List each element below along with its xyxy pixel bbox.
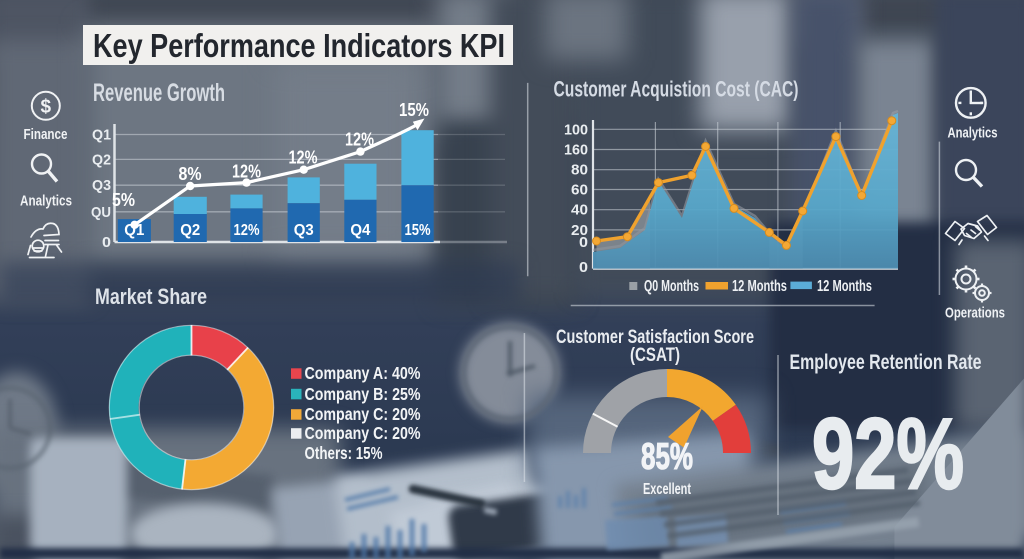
svg-text:Analytics: Analytics <box>20 193 72 210</box>
svg-text:12%: 12% <box>289 148 318 168</box>
svg-text:12 Months: 12 Months <box>732 278 787 295</box>
svg-text:Q2: Q2 <box>92 151 111 168</box>
svg-text:Q4: Q4 <box>350 222 370 239</box>
svg-text:12%: 12% <box>345 130 374 150</box>
svg-text:15%: 15% <box>405 222 431 239</box>
svg-text:20: 20 <box>571 223 588 239</box>
svg-text:Q1: Q1 <box>92 127 111 144</box>
svg-text:Employee Retention Rate: Employee Retention Rate <box>790 351 982 374</box>
svg-text:Q3: Q3 <box>294 222 314 239</box>
svg-text:Operations: Operations <box>945 305 1005 322</box>
svg-text:Customer Satisfaction Score: Customer Satisfaction Score <box>556 326 754 348</box>
svg-text:12%: 12% <box>232 162 261 182</box>
svg-text:92%: 92% <box>812 398 964 510</box>
svg-text:100: 100 <box>564 122 588 138</box>
svg-text:8%: 8% <box>179 164 202 184</box>
svg-text:Company B: 25%: Company B: 25% <box>305 384 421 404</box>
svg-text:60: 60 <box>571 183 588 199</box>
svg-text:80: 80 <box>571 163 588 179</box>
svg-text:12%: 12% <box>234 222 260 239</box>
svg-text:40: 40 <box>571 203 588 219</box>
svg-text:QU: QU <box>91 204 111 221</box>
svg-text:Finance: Finance <box>24 126 68 143</box>
svg-text:Analytics: Analytics <box>948 125 998 142</box>
svg-text:$: $ <box>41 97 52 118</box>
svg-text:Company C: 20%: Company C: 20% <box>305 404 421 424</box>
svg-text:160: 160 <box>564 143 588 159</box>
svg-text:Q2: Q2 <box>180 222 200 239</box>
svg-text:Others: 15%: Others: 15% <box>305 443 383 463</box>
svg-text:Q0 Months: Q0 Months <box>644 278 699 295</box>
svg-text:Revenue Growth: Revenue Growth <box>93 79 225 107</box>
svg-text:Q1: Q1 <box>124 222 144 239</box>
svg-text:Key Performance Indicators KPI: Key Performance Indicators KPI <box>93 27 505 64</box>
svg-text:15%: 15% <box>399 100 429 120</box>
svg-text:5%: 5% <box>112 190 135 210</box>
svg-text:Company C: 20%: Company C: 20% <box>305 423 421 443</box>
svg-text:0: 0 <box>102 234 111 251</box>
svg-text:12 Months: 12 Months <box>817 278 872 295</box>
svg-text:0: 0 <box>579 260 588 276</box>
svg-text:Excellent: Excellent <box>643 481 691 498</box>
svg-text:0: 0 <box>579 235 588 251</box>
svg-text:Company A: 40%: Company A: 40% <box>305 363 421 383</box>
svg-text:Market Share: Market Share <box>95 284 207 309</box>
svg-text:Q3: Q3 <box>92 177 111 194</box>
svg-text:85%: 85% <box>641 436 693 477</box>
svg-text:Customer Acquistion Cost (CAC): Customer Acquistion Cost (CAC) <box>554 77 799 102</box>
svg-text:(CSAT): (CSAT) <box>630 344 680 366</box>
